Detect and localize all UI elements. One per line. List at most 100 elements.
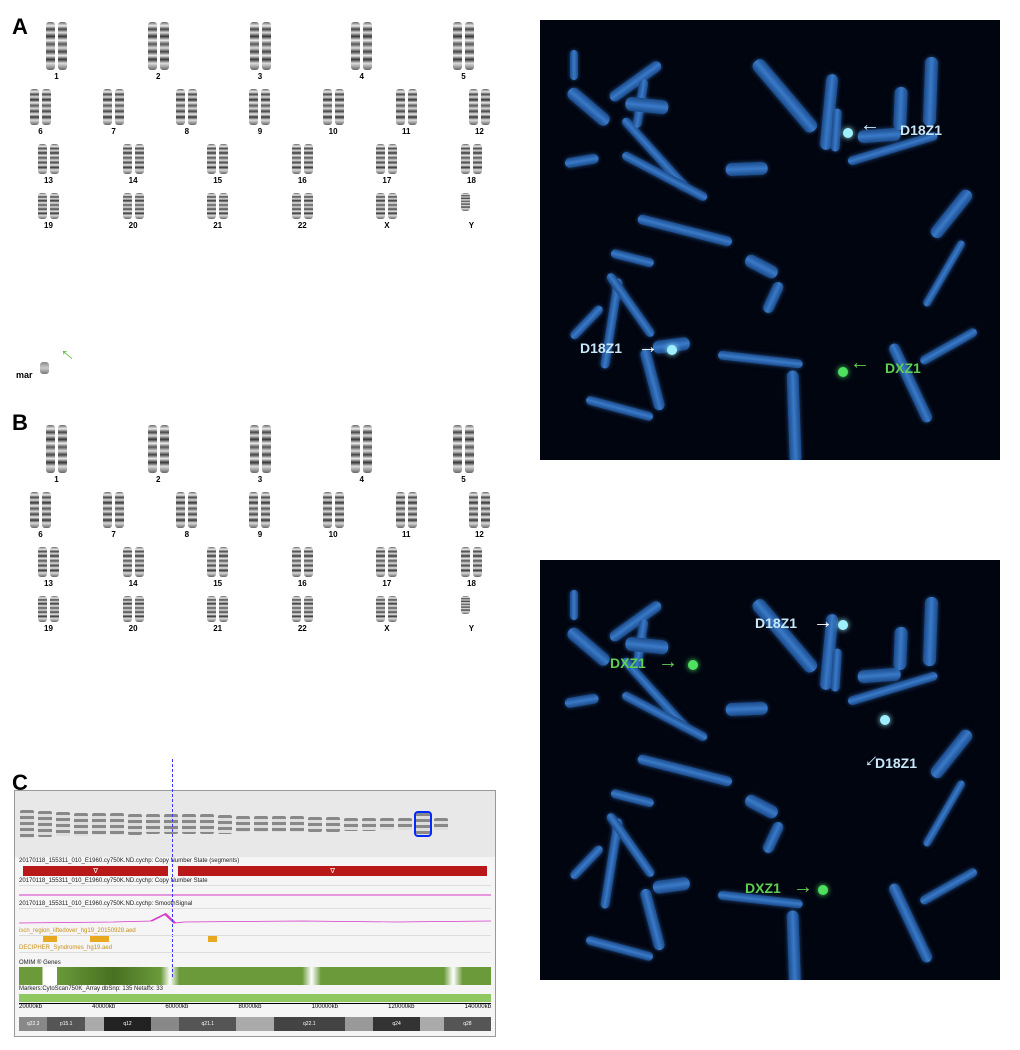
chromosome-number: 13 [44, 176, 53, 185]
chromosome-number: 1 [54, 72, 58, 81]
fish-chromosome [786, 370, 801, 460]
chromosome-number: 22 [298, 221, 307, 230]
chromosome-pair: 6 [30, 492, 51, 539]
fish-probe-label: DXZ1 [610, 655, 646, 671]
chromosome-pair: 10 [323, 89, 344, 136]
mini-chromosome [200, 814, 214, 834]
track-label-iscn: iscn_region_liftedover_hg19_20150928.aed [15, 927, 495, 935]
arrow-icon: → [860, 118, 880, 141]
chromosome-number: 18 [467, 579, 476, 588]
chromosome-pair: 14 [123, 144, 144, 185]
fish-chromosome [929, 727, 976, 780]
chromosome-number: 12 [475, 530, 484, 539]
cytoband-segment [236, 1017, 274, 1031]
fish-chromosome [570, 590, 578, 620]
fish-chromosome [857, 668, 900, 684]
fish-probe-label: D18Z1 [580, 340, 622, 356]
chromosome-pair: 21 [207, 596, 228, 633]
chromosome-number: 2 [156, 475, 160, 484]
fish-chromosome [610, 788, 655, 807]
mini-chromosome [380, 818, 394, 830]
fish-chromosome [921, 779, 966, 848]
fish-probe-spot [843, 128, 853, 138]
cytoband-segment: q21.1 [179, 1017, 236, 1031]
cytoband-segment: q22.3 [19, 1017, 47, 1031]
mini-chromosome [254, 816, 268, 832]
mini-chromosome [236, 816, 250, 832]
chromosome-number: 3 [258, 72, 262, 81]
fish-chromosome [637, 754, 734, 787]
chromosome-pair: 10 [323, 492, 344, 539]
chromosome-pair: 7 [103, 492, 124, 539]
chromosome-row: 12345 [30, 22, 490, 81]
fish-probe-label: D18Z1 [875, 755, 917, 771]
mini-chromosome [164, 814, 178, 834]
fish-chromosome [717, 350, 802, 368]
fish-probe-spot [818, 885, 828, 895]
fish-panel-e: →D18Z1→DXZ1→D18Z1→DXZ1 [540, 560, 1000, 980]
chromosome-number: 9 [258, 530, 262, 539]
chromosome-number: 4 [360, 72, 364, 81]
chromosome-number: 10 [329, 530, 338, 539]
chromosome-number: 10 [329, 127, 338, 136]
cytoband-segment: q28 [444, 1017, 491, 1031]
fish-chromosome [921, 239, 966, 308]
fish-probe-spot [880, 715, 890, 725]
marker-chromosome [40, 362, 49, 374]
fish-chromosome [569, 844, 605, 881]
mini-chromosome [92, 813, 106, 835]
chromosome-number: 20 [129, 221, 138, 230]
array-cgh-panel: 20170118_155311_010_E1960.cy750K.ND.cych… [14, 790, 496, 1037]
fish-chromosome [918, 326, 979, 366]
fish-probe-spot [838, 620, 848, 630]
chromosome-pair: Y [461, 596, 482, 633]
chromosome-number: 7 [111, 127, 115, 136]
chromosome-number: 7 [111, 530, 115, 539]
chromosome-pair: 3 [250, 425, 271, 484]
chromosome-pair: 7 [103, 89, 124, 136]
mini-chromosome [434, 818, 448, 830]
fish-chromosome [625, 96, 669, 114]
chromosome-pair: 13 [38, 547, 59, 588]
mini-chromosome [20, 810, 34, 838]
mini-chromosome [362, 818, 376, 831]
arrow-icon: → [658, 651, 678, 674]
chromosome-number: 1 [54, 475, 58, 484]
fish-probe-spot [838, 367, 848, 377]
chromosome-number: 5 [461, 475, 465, 484]
mini-chromosome [218, 815, 232, 834]
fish-chromosome [726, 701, 769, 716]
fish-panel-d: →D18Z1→D18Z1→DXZ1 [540, 20, 1000, 460]
cytoband-segment: q24 [373, 1017, 420, 1031]
fish-chromosome [585, 395, 654, 422]
fish-chromosome [652, 877, 690, 895]
chromosome-number: 16 [298, 579, 307, 588]
fish-chromosome [831, 108, 842, 151]
chromosome-number: 11 [402, 127, 410, 136]
marker-density-track [19, 994, 491, 1002]
mini-chromosome [308, 817, 322, 832]
chromosome-number: Y [469, 221, 474, 230]
arrow-icon: → [850, 356, 870, 379]
chromosome-number: 16 [298, 176, 307, 185]
track-label-omim: OMIM ® Genes [15, 959, 495, 967]
ruler-tick: 20000kb [19, 1004, 42, 1016]
chromosome-row: 6789101112 [30, 492, 490, 539]
smoothsignal-track [19, 908, 491, 927]
cn-state-track [19, 885, 491, 900]
chromosome-number: 8 [185, 530, 189, 539]
chromosome-pair: 12 [469, 492, 490, 539]
chromosome-number: X [384, 624, 389, 633]
chromosome-pair: 22 [292, 596, 313, 633]
chromosome-number: 17 [382, 176, 391, 185]
track-label-markers: Markers:CytoScan750K_Array dbSnp: 135 Ne… [15, 985, 495, 993]
track-label-decipher: DECIPHER_Syndromes_hg19.aed [15, 944, 495, 952]
fish-chromosome [743, 792, 780, 820]
chromosome-pair: 2 [148, 425, 169, 484]
cytoband-ideogram: q22.3p15.1q12q21.1q22.1q24q28 [19, 1017, 491, 1031]
chromosome-pair: 13 [38, 144, 59, 185]
ruler-tick: 80000kb [238, 1004, 261, 1016]
chromosome-number: 3 [258, 475, 262, 484]
cn-segment-bar: ∇ [178, 866, 487, 876]
arrow-icon: → [793, 876, 813, 899]
